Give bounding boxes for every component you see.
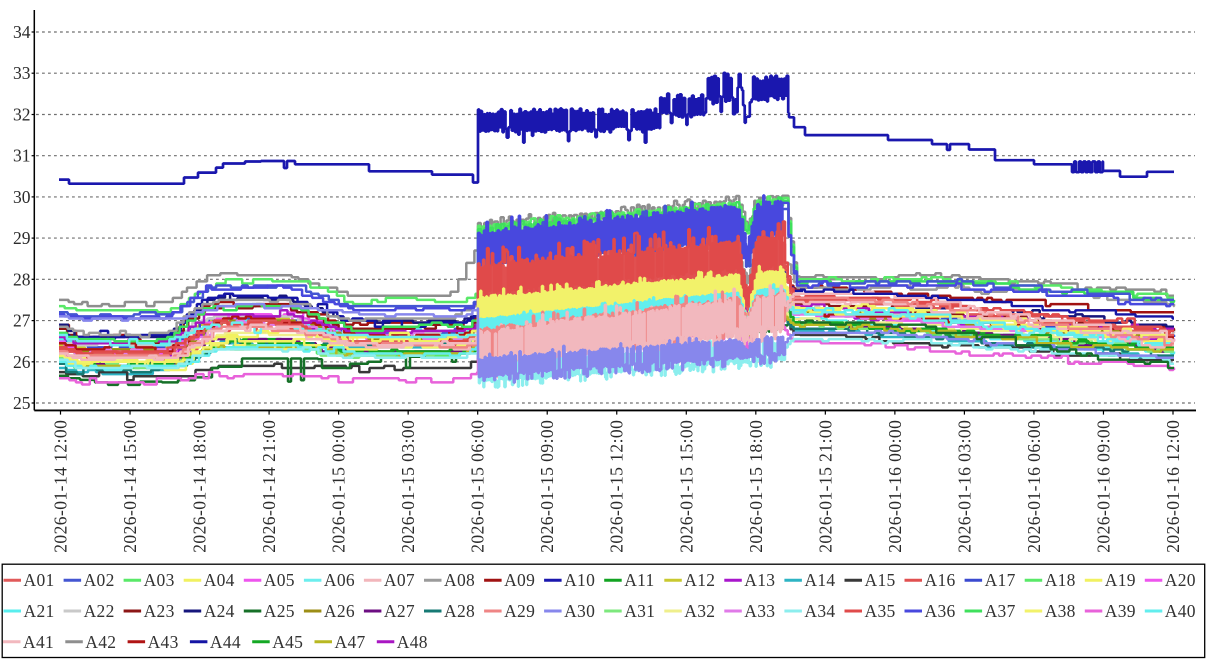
svg-text:A04: A04 [204, 570, 235, 590]
svg-text:A07: A07 [384, 570, 415, 590]
svg-text:A44: A44 [210, 632, 241, 652]
svg-text:A24: A24 [204, 601, 235, 621]
svg-text:26: 26 [13, 352, 31, 372]
svg-text:25: 25 [13, 393, 31, 413]
svg-text:A21: A21 [24, 601, 55, 621]
svg-text:28: 28 [13, 269, 31, 289]
svg-text:A34: A34 [804, 601, 835, 621]
svg-text:A48: A48 [397, 632, 428, 652]
svg-text:A35: A35 [865, 601, 896, 621]
svg-text:27: 27 [13, 311, 31, 331]
svg-text:A38: A38 [1045, 601, 1076, 621]
svg-text:A28: A28 [444, 601, 475, 621]
svg-text:A08: A08 [444, 570, 475, 590]
svg-text:A19: A19 [1105, 570, 1136, 590]
svg-text:33: 33 [13, 63, 31, 83]
svg-text:2026-01-15 15:00: 2026-01-15 15:00 [676, 420, 696, 553]
svg-text:A25: A25 [264, 601, 295, 621]
svg-text:A23: A23 [144, 601, 175, 621]
svg-text:A12: A12 [684, 570, 715, 590]
svg-text:2026-01-15 06:00: 2026-01-15 06:00 [468, 420, 488, 553]
svg-text:A43: A43 [148, 632, 179, 652]
svg-text:A11: A11 [624, 570, 654, 590]
svg-text:A16: A16 [925, 570, 956, 590]
svg-text:2026-01-14 21:00: 2026-01-14 21:00 [259, 420, 279, 553]
svg-text:2026-01-14 15:00: 2026-01-14 15:00 [120, 420, 140, 553]
svg-text:A18: A18 [1045, 570, 1076, 590]
svg-text:A31: A31 [624, 601, 655, 621]
svg-text:A13: A13 [744, 570, 775, 590]
svg-text:A20: A20 [1165, 570, 1196, 590]
svg-text:2026-01-14 12:00: 2026-01-14 12:00 [51, 420, 71, 553]
svg-text:A26: A26 [324, 601, 355, 621]
svg-text:A47: A47 [335, 632, 366, 652]
svg-text:29: 29 [13, 228, 31, 248]
svg-text:2026-01-15 18:00: 2026-01-15 18:00 [746, 420, 766, 553]
svg-text:A10: A10 [564, 570, 595, 590]
svg-text:A15: A15 [865, 570, 896, 590]
svg-text:30: 30 [13, 187, 31, 207]
svg-text:A14: A14 [804, 570, 835, 590]
svg-text:A27: A27 [384, 601, 415, 621]
svg-text:A30: A30 [564, 601, 595, 621]
svg-text:2026-01-16 06:00: 2026-01-16 06:00 [1024, 420, 1044, 553]
svg-text:A33: A33 [744, 601, 775, 621]
svg-text:2026-01-16 12:00: 2026-01-16 12:00 [1163, 420, 1183, 553]
svg-text:2026-01-15 09:00: 2026-01-15 09:00 [537, 420, 557, 553]
svg-text:A41: A41 [23, 632, 54, 652]
svg-text:34: 34 [13, 22, 31, 42]
svg-text:A32: A32 [684, 601, 715, 621]
svg-text:2026-01-15 21:00: 2026-01-15 21:00 [815, 420, 835, 553]
svg-text:A06: A06 [324, 570, 355, 590]
svg-text:2026-01-15 12:00: 2026-01-15 12:00 [607, 420, 627, 553]
svg-text:A17: A17 [985, 570, 1016, 590]
svg-text:31: 31 [13, 146, 31, 166]
svg-text:A03: A03 [144, 570, 175, 590]
svg-text:A29: A29 [504, 601, 535, 621]
svg-text:A02: A02 [84, 570, 115, 590]
svg-text:A39: A39 [1105, 601, 1136, 621]
svg-text:A01: A01 [24, 570, 55, 590]
svg-text:2026-01-15 00:00: 2026-01-15 00:00 [329, 420, 349, 553]
svg-text:2026-01-16 03:00: 2026-01-16 03:00 [954, 420, 974, 553]
svg-text:A09: A09 [504, 570, 535, 590]
svg-text:A36: A36 [925, 601, 956, 621]
svg-text:2026-01-15 03:00: 2026-01-15 03:00 [398, 420, 418, 553]
svg-text:2026-01-14 18:00: 2026-01-14 18:00 [190, 420, 210, 553]
svg-text:2026-01-16 09:00: 2026-01-16 09:00 [1094, 420, 1114, 553]
svg-text:A42: A42 [85, 632, 116, 652]
svg-text:A05: A05 [264, 570, 295, 590]
svg-text:2026-01-16 00:00: 2026-01-16 00:00 [885, 420, 905, 553]
svg-text:A22: A22 [84, 601, 115, 621]
svg-text:A37: A37 [985, 601, 1016, 621]
svg-text:A45: A45 [272, 632, 303, 652]
svg-text:32: 32 [13, 105, 31, 125]
svg-text:A40: A40 [1165, 601, 1196, 621]
